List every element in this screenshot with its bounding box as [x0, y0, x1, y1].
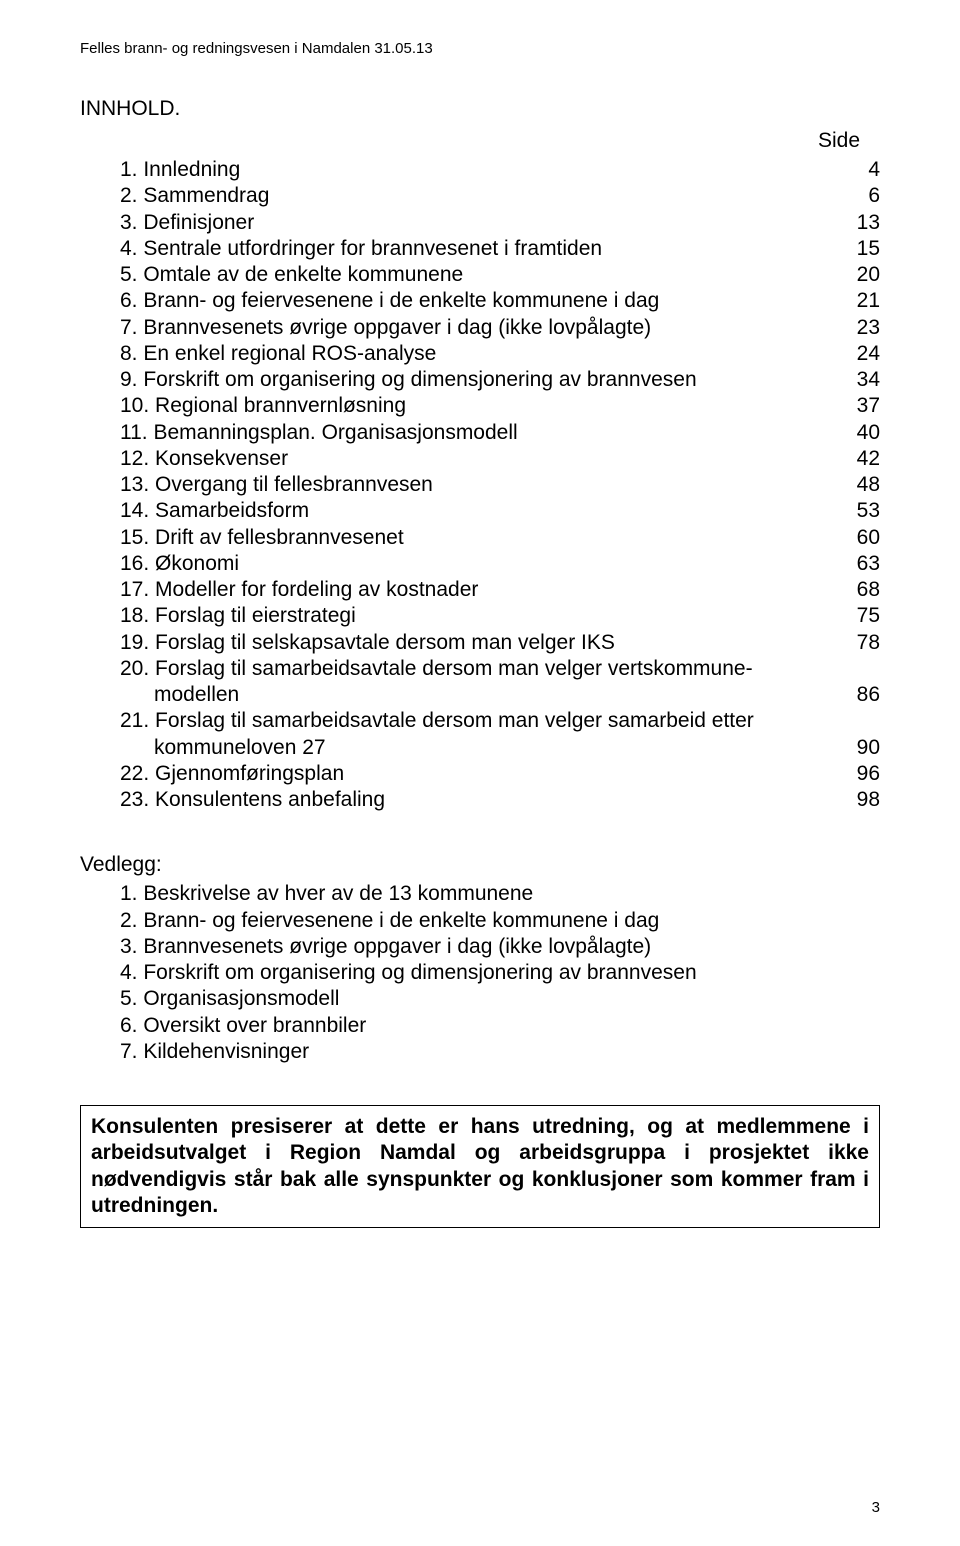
toc-item: 16. Økonomi63 — [120, 551, 880, 577]
toc-item: 3. Definisjoner13 — [120, 210, 880, 236]
appendix-item: 6. Oversikt over brannbiler — [120, 1013, 880, 1039]
table-of-contents: 1. Innledning42. Sammendrag63. Definisjo… — [80, 157, 880, 813]
toc-item-label: 14. Samarbeidsform — [120, 498, 840, 524]
toc-item-page: 40 — [840, 420, 880, 446]
toc-item-page: 96 — [840, 761, 880, 787]
appendix-item: 2. Brann- og feiervesenene i de enkelte … — [120, 908, 880, 934]
toc-item: 4. Sentrale utfordringer for brannvesene… — [120, 236, 880, 262]
toc-item-page: 20 — [840, 262, 880, 288]
side-column-label: Side — [80, 129, 880, 153]
toc-item-label: 21. Forslag til samarbeidsavtale dersom … — [120, 708, 880, 734]
toc-item-label: 2. Sammendrag — [120, 183, 840, 209]
toc-item-label: 4. Sentrale utfordringer for brannvesene… — [120, 236, 840, 262]
toc-item-label: 20. Forslag til samarbeidsavtale dersom … — [120, 656, 880, 682]
toc-item-label: 13. Overgang til fellesbrannvesen — [120, 472, 840, 498]
toc-item-page: 37 — [840, 393, 880, 419]
toc-item-page: 42 — [840, 446, 880, 472]
toc-item-page: 86 — [840, 682, 880, 708]
toc-item-continuation: kommuneloven 2790 — [120, 735, 880, 761]
toc-item-label: 8. En enkel regional ROS-analyse — [120, 341, 840, 367]
toc-item-page: 15 — [840, 236, 880, 262]
appendix-item: 1. Beskrivelse av hver av de 13 kommunen… — [120, 881, 880, 907]
toc-item-label: kommuneloven 27 — [120, 735, 840, 761]
toc-item: 13. Overgang til fellesbrannvesen48 — [120, 472, 880, 498]
toc-item-page: 53 — [840, 498, 880, 524]
toc-item: 2. Sammendrag6 — [120, 183, 880, 209]
toc-item-label: 15. Drift av fellesbrannvesenet — [120, 525, 840, 551]
toc-item-label: 23. Konsulentens anbefaling — [120, 787, 840, 813]
toc-item: 7. Brannvesenets øvrige oppgaver i dag (… — [120, 315, 880, 341]
toc-item-page: 23 — [840, 315, 880, 341]
document-header: Felles brann- og redningsvesen i Namdale… — [80, 40, 880, 57]
toc-item-label: 1. Innledning — [120, 157, 840, 183]
appendix-list: 1. Beskrivelse av hver av de 13 kommunen… — [80, 881, 880, 1065]
toc-item-page: 6 — [840, 183, 880, 209]
toc-item-label: 6. Brann- og feiervesenene i de enkelte … — [120, 288, 840, 314]
toc-item-label: 7. Brannvesenets øvrige oppgaver i dag (… — [120, 315, 840, 341]
toc-item-page: 98 — [840, 787, 880, 813]
toc-item-page: 21 — [840, 288, 880, 314]
toc-item-label: 22. Gjennomføringsplan — [120, 761, 840, 787]
toc-item-label: modellen — [120, 682, 840, 708]
toc-item-page: 24 — [840, 341, 880, 367]
toc-item-page: 63 — [840, 551, 880, 577]
toc-item: 23. Konsulentens anbefaling98 — [120, 787, 880, 813]
appendix-title: Vedlegg: — [80, 853, 880, 877]
toc-item-page: 34 — [840, 367, 880, 393]
section-title: INNHOLD. — [80, 97, 880, 121]
toc-item: 14. Samarbeidsform53 — [120, 498, 880, 524]
page-number: 3 — [872, 1499, 880, 1516]
toc-item-page: 90 — [840, 735, 880, 761]
toc-item: 20. Forslag til samarbeidsavtale dersom … — [120, 656, 880, 682]
toc-item-page: 60 — [840, 525, 880, 551]
toc-item-page: 4 — [840, 157, 880, 183]
toc-item: 11. Bemanningsplan. Organisasjonsmodell4… — [120, 420, 880, 446]
toc-item: 19. Forslag til selskapsavtale dersom ma… — [120, 630, 880, 656]
toc-item: 18. Forslag til eierstrategi75 — [120, 603, 880, 629]
toc-item-page: 13 — [840, 210, 880, 236]
toc-item: 17. Modeller for fordeling av kostnader6… — [120, 577, 880, 603]
toc-item: 12. Konsekvenser42 — [120, 446, 880, 472]
toc-item: 5. Omtale av de enkelte kommunene20 — [120, 262, 880, 288]
toc-item: 1. Innledning4 — [120, 157, 880, 183]
toc-item-label: 17. Modeller for fordeling av kostnader — [120, 577, 840, 603]
toc-item: 10. Regional brannvernløsning37 — [120, 393, 880, 419]
toc-item: 9. Forskrift om organisering og dimensjo… — [120, 367, 880, 393]
appendix-item: 4. Forskrift om organisering og dimensjo… — [120, 960, 880, 986]
toc-item: 21. Forslag til samarbeidsavtale dersom … — [120, 708, 880, 734]
toc-item: 22. Gjennomføringsplan96 — [120, 761, 880, 787]
toc-item-label: 5. Omtale av de enkelte kommunene — [120, 262, 840, 288]
appendix-item: 7. Kildehenvisninger — [120, 1039, 880, 1065]
consultant-note-box: Konsulenten presiserer at dette er hans … — [80, 1105, 880, 1228]
toc-item-page: 75 — [840, 603, 880, 629]
toc-item-label: 9. Forskrift om organisering og dimensjo… — [120, 367, 840, 393]
appendix-item: 5. Organisasjonsmodell — [120, 986, 880, 1012]
toc-item-label: 18. Forslag til eierstrategi — [120, 603, 840, 629]
toc-item-label: 11. Bemanningsplan. Organisasjonsmodell — [120, 420, 840, 446]
toc-item-continuation: modellen86 — [120, 682, 880, 708]
toc-item-page: 68 — [840, 577, 880, 603]
toc-item-page: 78 — [840, 630, 880, 656]
toc-item-label: 16. Økonomi — [120, 551, 840, 577]
toc-item-label: 12. Konsekvenser — [120, 446, 840, 472]
toc-item-label: 3. Definisjoner — [120, 210, 840, 236]
appendix-item: 3. Brannvesenets øvrige oppgaver i dag (… — [120, 934, 880, 960]
toc-item: 15. Drift av fellesbrannvesenet60 — [120, 525, 880, 551]
toc-item-label: 10. Regional brannvernløsning — [120, 393, 840, 419]
toc-item-label: 19. Forslag til selskapsavtale dersom ma… — [120, 630, 840, 656]
toc-item-page: 48 — [840, 472, 880, 498]
appendix-section: Vedlegg: 1. Beskrivelse av hver av de 13… — [80, 853, 880, 1065]
toc-item: 6. Brann- og feiervesenene i de enkelte … — [120, 288, 880, 314]
toc-item: 8. En enkel regional ROS-analyse24 — [120, 341, 880, 367]
